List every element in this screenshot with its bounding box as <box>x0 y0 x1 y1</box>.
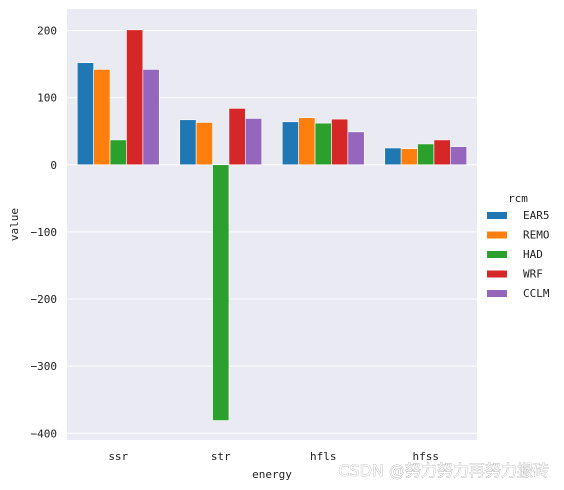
legend: rcm EAR5 REMO HAD WRF CCLM <box>487 192 550 300</box>
y-tick-label: 100 <box>37 92 57 105</box>
bar-ear5-hfls <box>281 121 299 166</box>
legend-title: rcm <box>508 192 528 205</box>
x-tick-label: str <box>211 450 231 463</box>
y-tick-label: −400 <box>31 427 58 440</box>
y-axis-label: value <box>8 208 21 241</box>
legend-swatch-remo <box>487 231 507 239</box>
legend-label-had: HAD <box>523 248 543 261</box>
bar-cclm-hfls <box>347 131 365 166</box>
y-tick-label: 0 <box>50 159 57 172</box>
bar-cclm-str <box>245 118 263 166</box>
bar-ear5-hfss <box>384 147 402 166</box>
legend-label-remo: REMO <box>523 229 550 242</box>
bar-ear5-ssr <box>76 62 94 166</box>
bars <box>76 29 468 421</box>
legend-swatch-wrf <box>487 270 507 278</box>
y-tick-label: −200 <box>31 293 58 306</box>
watermark: CSDN @努力努力再努力搬砖 <box>338 461 549 480</box>
bar-wrf-str <box>228 108 246 166</box>
legend-swatch-had <box>487 251 507 258</box>
bar-had-hfls <box>314 122 332 166</box>
x-axis-label: energy <box>252 468 292 481</box>
bar-wrf-ssr <box>126 29 144 166</box>
legend-label-cclm: CCLM <box>523 287 550 300</box>
bar-remo-hfls <box>298 117 316 166</box>
y-tick-label: −300 <box>31 360 58 373</box>
legend-label-wrf: WRF <box>523 268 543 281</box>
x-tick-labels: ssr str hfls hfss <box>108 450 439 463</box>
bar-had-hfss <box>417 143 435 166</box>
bar-remo-ssr <box>93 69 111 166</box>
y-tick-labels: 200 100 0 −100 −200 −300 −400 <box>31 24 58 440</box>
bar-had-ssr <box>109 139 127 166</box>
bar-wrf-hfss <box>433 139 451 166</box>
bar-had-str <box>212 164 230 421</box>
bar-remo-str <box>195 122 213 166</box>
x-tick-label: hfss <box>413 450 440 463</box>
x-tick-label: hfls <box>310 450 337 463</box>
x-tick-label: ssr <box>108 450 128 463</box>
bar-ear5-str <box>179 119 197 166</box>
bar-cclm-ssr <box>142 69 160 166</box>
legend-swatch-cclm <box>487 290 507 297</box>
bar-remo-hfss <box>400 148 418 166</box>
bar-wrf-hfls <box>331 118 349 166</box>
y-tick-label: −100 <box>31 226 58 239</box>
y-tick-label: 200 <box>37 24 57 37</box>
bar-cclm-hfss <box>450 146 468 166</box>
legend-label-ear5: EAR5 <box>523 209 550 222</box>
legend-swatch-ear5 <box>487 212 507 219</box>
